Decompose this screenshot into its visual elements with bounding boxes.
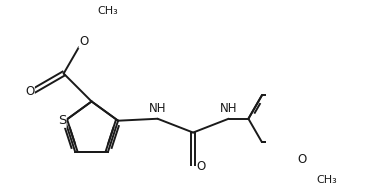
Text: CH₃: CH₃ — [97, 7, 118, 17]
Text: NH: NH — [149, 102, 166, 115]
Text: NH: NH — [220, 102, 237, 115]
Text: O: O — [25, 85, 34, 98]
Text: O: O — [297, 153, 307, 166]
Text: S: S — [58, 114, 66, 127]
Text: O: O — [79, 35, 89, 48]
Text: CH₃: CH₃ — [316, 175, 337, 185]
Text: O: O — [196, 160, 206, 173]
